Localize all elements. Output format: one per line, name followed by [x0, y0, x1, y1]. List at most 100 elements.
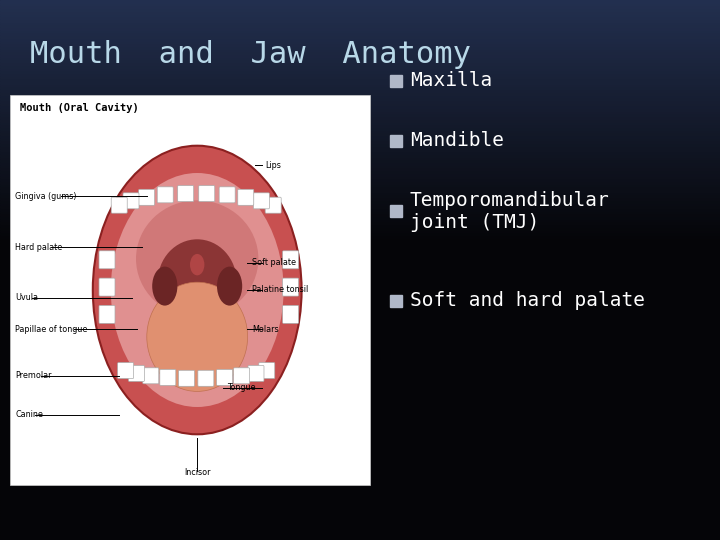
- FancyBboxPatch shape: [253, 193, 269, 209]
- Bar: [0, 526, 720, 529]
- Bar: [0, 78, 720, 81]
- Bar: [0, 24, 720, 27]
- FancyBboxPatch shape: [160, 369, 176, 386]
- Bar: [0, 367, 720, 370]
- FancyBboxPatch shape: [390, 135, 402, 147]
- FancyBboxPatch shape: [157, 187, 174, 203]
- Bar: [0, 197, 720, 200]
- Ellipse shape: [136, 200, 258, 318]
- Bar: [0, 464, 720, 467]
- Bar: [0, 122, 720, 124]
- Bar: [0, 483, 720, 486]
- Bar: [0, 124, 720, 127]
- Bar: [0, 113, 720, 116]
- Bar: [0, 256, 720, 259]
- Bar: [0, 70, 720, 73]
- Bar: [0, 472, 720, 475]
- Bar: [0, 62, 720, 65]
- Bar: [0, 437, 720, 440]
- Bar: [0, 537, 720, 540]
- Text: Gingiva (gums): Gingiva (gums): [15, 192, 76, 201]
- Bar: [0, 410, 720, 413]
- Bar: [0, 221, 720, 224]
- Bar: [0, 310, 720, 313]
- FancyBboxPatch shape: [143, 368, 159, 384]
- FancyBboxPatch shape: [179, 370, 194, 386]
- Bar: [0, 443, 720, 445]
- Bar: [0, 230, 720, 232]
- Bar: [0, 402, 720, 405]
- Bar: [0, 243, 720, 246]
- FancyBboxPatch shape: [248, 366, 264, 381]
- Bar: [0, 92, 720, 94]
- Bar: [0, 518, 720, 521]
- Bar: [0, 440, 720, 443]
- Text: Soft and hard palate: Soft and hard palate: [410, 291, 645, 309]
- FancyBboxPatch shape: [10, 95, 370, 485]
- Bar: [0, 200, 720, 202]
- FancyBboxPatch shape: [283, 278, 299, 296]
- Text: Hard palate: Hard palate: [15, 242, 62, 252]
- Bar: [0, 259, 720, 262]
- Bar: [0, 467, 720, 470]
- Bar: [0, 521, 720, 524]
- FancyBboxPatch shape: [233, 368, 250, 384]
- Bar: [0, 297, 720, 300]
- Bar: [0, 335, 720, 338]
- FancyBboxPatch shape: [283, 251, 299, 269]
- Bar: [0, 267, 720, 270]
- Bar: [0, 284, 720, 286]
- Bar: [0, 356, 720, 359]
- Bar: [0, 370, 720, 373]
- Bar: [0, 22, 720, 24]
- Bar: [0, 502, 720, 505]
- Bar: [0, 140, 720, 143]
- Bar: [0, 505, 720, 508]
- Bar: [0, 211, 720, 213]
- Ellipse shape: [190, 254, 204, 275]
- Bar: [0, 451, 720, 454]
- Bar: [0, 224, 720, 227]
- Bar: [0, 340, 720, 343]
- Bar: [0, 40, 720, 43]
- Bar: [0, 354, 720, 356]
- Bar: [0, 394, 720, 397]
- Bar: [0, 346, 720, 348]
- Bar: [0, 281, 720, 284]
- Bar: [0, 427, 720, 429]
- Text: Palatine tonsil: Palatine tonsil: [252, 286, 308, 294]
- Bar: [0, 0, 720, 3]
- Bar: [0, 364, 720, 367]
- Bar: [0, 132, 720, 135]
- Bar: [0, 416, 720, 418]
- FancyBboxPatch shape: [258, 362, 275, 379]
- Text: Mandible: Mandible: [410, 131, 504, 150]
- Bar: [0, 278, 720, 281]
- Bar: [0, 359, 720, 362]
- FancyBboxPatch shape: [199, 186, 215, 201]
- Bar: [0, 456, 720, 459]
- Bar: [0, 292, 720, 294]
- Ellipse shape: [93, 146, 302, 434]
- Bar: [0, 159, 720, 162]
- Bar: [0, 68, 720, 70]
- Bar: [0, 151, 720, 154]
- Bar: [0, 165, 720, 167]
- Bar: [0, 321, 720, 324]
- Bar: [0, 275, 720, 278]
- Bar: [0, 446, 720, 448]
- Bar: [0, 432, 720, 435]
- Bar: [0, 119, 720, 122]
- Bar: [0, 351, 720, 354]
- Bar: [0, 381, 720, 383]
- Bar: [0, 308, 720, 310]
- Bar: [0, 184, 720, 186]
- Bar: [0, 246, 720, 248]
- Bar: [0, 27, 720, 30]
- Bar: [0, 138, 720, 140]
- Bar: [0, 97, 720, 100]
- Bar: [0, 491, 720, 494]
- Bar: [0, 305, 720, 308]
- Bar: [0, 362, 720, 364]
- Bar: [0, 329, 720, 332]
